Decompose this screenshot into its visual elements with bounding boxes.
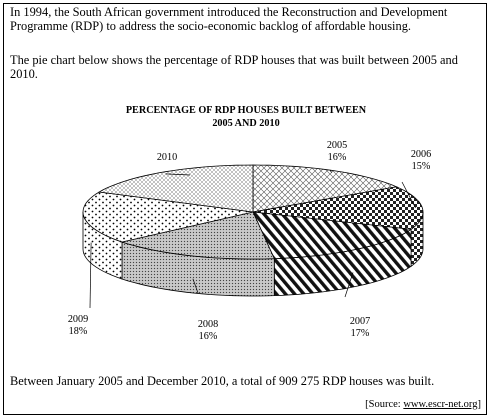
total-paragraph: Between January 2005 and December 2010, … bbox=[10, 374, 435, 388]
leader-line-2010 bbox=[165, 173, 191, 176]
pie-slices bbox=[82, 164, 424, 260]
source-link[interactable]: www.escr-net.org bbox=[403, 399, 478, 410]
source-prefix: [Source: bbox=[365, 399, 404, 410]
pie-slice-2005 bbox=[252, 164, 398, 213]
intro-paragraph: In 1994, the South African government in… bbox=[10, 5, 448, 33]
pie-slice-2007 bbox=[252, 211, 413, 260]
slice-label-2008: 2008 bbox=[198, 319, 218, 330]
slice-value-2006: 15% bbox=[412, 161, 431, 172]
pie-sides bbox=[82, 211, 424, 297]
slice-label-2009: 2009 bbox=[68, 314, 88, 325]
description-paragraph: The pie chart below shows the percentage… bbox=[10, 53, 458, 81]
slice-value-2005: 16% bbox=[328, 152, 347, 163]
source-suffix: ] bbox=[477, 399, 482, 410]
leader-line-2005 bbox=[329, 169, 332, 173]
chart-title-line-2: 2005 AND 2010 bbox=[212, 118, 279, 129]
source-citation: [Source: www.escr-net.org] bbox=[365, 399, 481, 410]
slice-label-2005: 2005 bbox=[327, 140, 347, 151]
pie-slice-2010 bbox=[97, 164, 254, 213]
slice-label-2007: 2007 bbox=[350, 316, 370, 327]
content-frame bbox=[3, 3, 487, 415]
pie-slice-2008 bbox=[120, 211, 275, 260]
slice-value-2008: 16% bbox=[199, 331, 218, 342]
leader-line-2006 bbox=[401, 181, 416, 208]
slice-value-2009: 18% bbox=[69, 326, 88, 337]
leader-line-2009 bbox=[89, 242, 92, 309]
pie-slice-2006 bbox=[252, 186, 424, 230]
slice-value-2007: 17% bbox=[351, 328, 370, 339]
leader-line-2007 bbox=[344, 272, 354, 298]
leader-line-2008 bbox=[192, 278, 199, 294]
slice-label-2010: 2010 bbox=[157, 152, 177, 163]
chart-title-line-1: PERCENTAGE OF RDP HOUSES BUILT BETWEEN bbox=[126, 105, 367, 116]
pie-slice-2009 bbox=[82, 191, 254, 243]
slice-label-2006: 2006 bbox=[411, 149, 431, 160]
